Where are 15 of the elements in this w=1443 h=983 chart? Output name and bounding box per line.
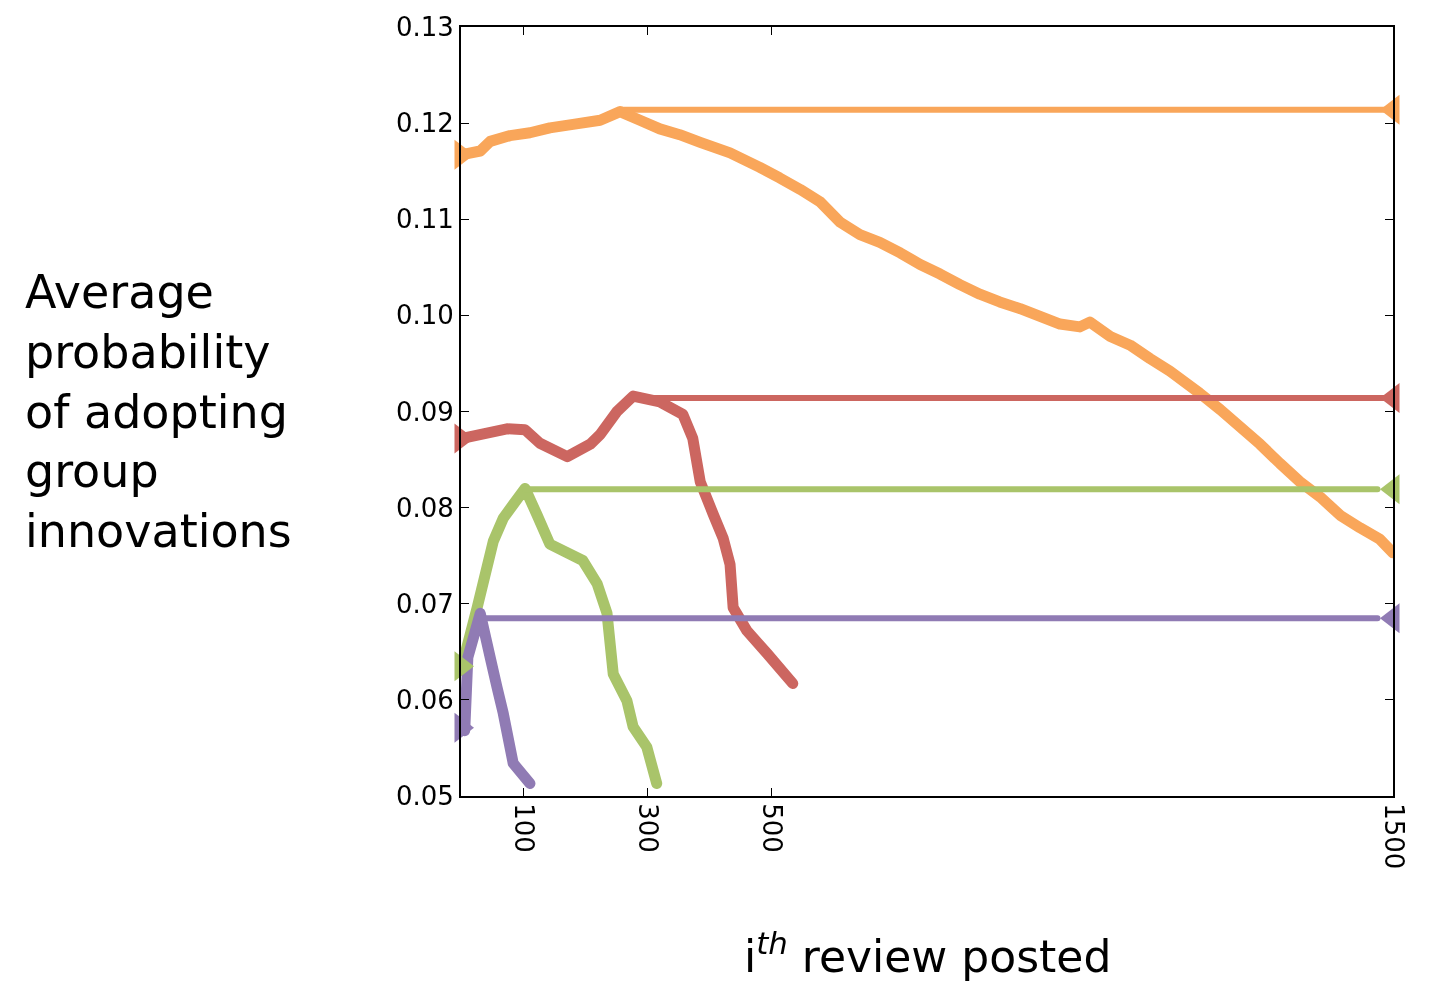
x-tick-label: 500 [757, 803, 788, 853]
y-tick-label: 0.06 [395, 684, 454, 715]
y-tick-label: 0.07 [395, 588, 454, 619]
y-tick-label: 0.10 [395, 300, 454, 331]
x-axis-title: i$^{th}$ review posted [744, 925, 1112, 983]
y-axis-title: Average probability of adopting group innovations [25, 265, 292, 559]
x-tick-label: 300 [632, 803, 663, 853]
y-tick-label: 0.08 [395, 492, 454, 523]
x-tick-label: 1500 [1378, 803, 1409, 870]
x-tick-label: 100 [508, 803, 539, 853]
y-tick-label: 0.05 [395, 781, 454, 812]
y-tick-label: 0.13 [395, 12, 454, 43]
y-tick-label: 0.12 [395, 108, 454, 139]
y-tick-label: 0.09 [395, 396, 454, 427]
y-tick-label: 0.11 [395, 204, 454, 235]
